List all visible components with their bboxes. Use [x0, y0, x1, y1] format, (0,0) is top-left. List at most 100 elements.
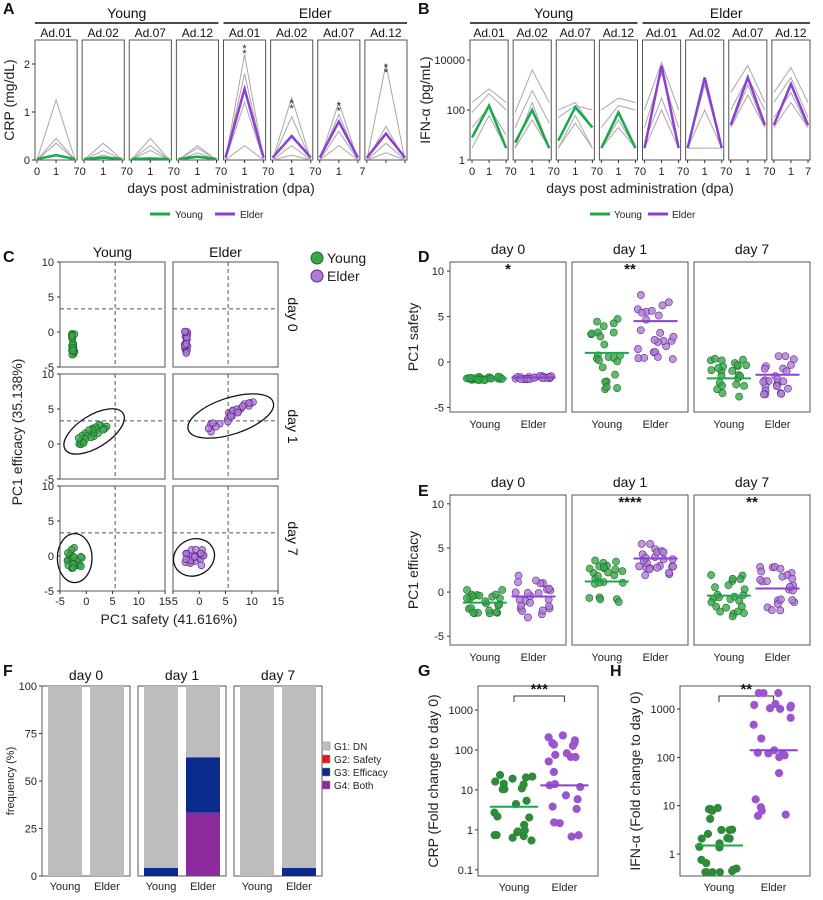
day-header: day 0: [69, 667, 103, 683]
x-tick-label: Young: [146, 881, 177, 893]
data-point: [190, 553, 199, 561]
y-tick-label: 100: [455, 745, 473, 757]
x-tick-label: 1: [529, 166, 535, 178]
data-point: [732, 864, 741, 873]
group-header-elder: Elder: [299, 5, 332, 21]
x-tick-label: Elder: [765, 652, 791, 664]
data-point: [182, 340, 191, 348]
subject-panel: [685, 39, 725, 161]
y-tick-label: 10: [42, 369, 54, 381]
day-header: day 0: [491, 241, 525, 257]
panel-letter-b: B: [418, 1, 430, 18]
data-point: [69, 564, 77, 572]
x-tick-label: Elder: [552, 882, 578, 894]
data-point: [609, 328, 618, 337]
data-point: [717, 825, 726, 835]
individual-line: [514, 68, 550, 113]
x-tick-label: Young: [713, 419, 744, 431]
bar-segment-g3: [144, 868, 178, 876]
mean-line: [643, 65, 680, 149]
individual-line: [319, 130, 359, 161]
mean-line: [178, 155, 217, 161]
bar-segment-g1: [240, 686, 274, 876]
data-point: [64, 549, 72, 557]
data-point: [571, 752, 580, 762]
y-axis-label: IFN-α (Fold change to day 0): [627, 691, 643, 870]
data-point: [74, 434, 83, 442]
x-tick-label: 7: [359, 166, 365, 178]
data-point: [598, 363, 607, 372]
individual-line: [730, 64, 766, 103]
data-point: [707, 366, 716, 375]
day-header: day 1: [613, 474, 647, 490]
confidence-ellipse: [172, 538, 216, 577]
subject-label: Ad.07: [323, 26, 355, 40]
data-point: [665, 568, 673, 577]
confidence-ellipse: [187, 393, 275, 439]
data-point: [736, 575, 745, 584]
legend-swatch-g3: [321, 767, 331, 777]
individual-line: [36, 142, 76, 161]
subject-label: Ad.02: [689, 26, 721, 40]
x-tick-label: 70: [634, 166, 646, 178]
legend-label: G4: Both: [334, 781, 373, 792]
data-point: [238, 402, 247, 411]
data-point: [656, 329, 665, 337]
data-point: [549, 740, 559, 749]
data-point: [618, 567, 627, 576]
data-point: [77, 552, 85, 561]
data-point: [499, 779, 508, 788]
x-tick-label: 70: [548, 166, 560, 178]
data-point: [714, 364, 723, 372]
mean-line: [686, 77, 723, 149]
data-point: [697, 855, 706, 864]
legend-swatch-g2: [321, 754, 331, 764]
data-point: [570, 736, 580, 745]
data-point: [555, 819, 564, 828]
individual-line: [36, 98, 76, 161]
x-tick-label: 7: [805, 166, 811, 178]
data-point: [735, 392, 744, 401]
data-point: [759, 378, 768, 386]
data-point: [669, 562, 678, 571]
data-point: [600, 340, 609, 349]
data-point: [669, 332, 678, 341]
data-point: [611, 565, 620, 574]
subject-label: Ad.01: [646, 26, 678, 40]
y-tick-label: 10: [432, 266, 444, 278]
x-tick-label: Elder: [643, 652, 669, 664]
data-point: [706, 814, 715, 823]
data-point: [495, 770, 505, 780]
x-tick-label: Elder: [521, 652, 547, 664]
data-point: [517, 601, 526, 610]
x-tick-label: 1: [289, 166, 295, 178]
x-tick-label: 70: [309, 166, 321, 178]
individual-line: [600, 105, 636, 128]
data-point: [591, 556, 600, 565]
mean-line: [600, 109, 637, 149]
data-point: [521, 773, 531, 782]
data-point: [763, 577, 771, 586]
x-tick-label: 70: [121, 166, 133, 178]
data-point: [519, 780, 528, 789]
y-tick-label: -5: [44, 586, 54, 598]
data-point: [718, 381, 727, 390]
y-axis-label: PC1 safety: [405, 303, 421, 371]
data-point: [514, 571, 523, 580]
x-tick-label: -5: [55, 596, 65, 608]
data-point: [776, 595, 785, 604]
individual-line: [36, 137, 76, 161]
legend-label: G1: DN: [334, 742, 367, 753]
data-point: [69, 346, 77, 355]
row-label: day 0: [285, 297, 301, 331]
panel-letter-d: D: [418, 249, 430, 266]
y-tick-label: 100: [447, 105, 465, 117]
data-point: [777, 389, 786, 398]
x-tick-label: 70: [74, 166, 86, 178]
x-tick-label: 70: [677, 166, 689, 178]
data-point: [728, 574, 737, 583]
y-tick-label: 1: [24, 107, 30, 119]
y-tick-label: 0: [438, 357, 444, 369]
data-point: [523, 589, 532, 597]
